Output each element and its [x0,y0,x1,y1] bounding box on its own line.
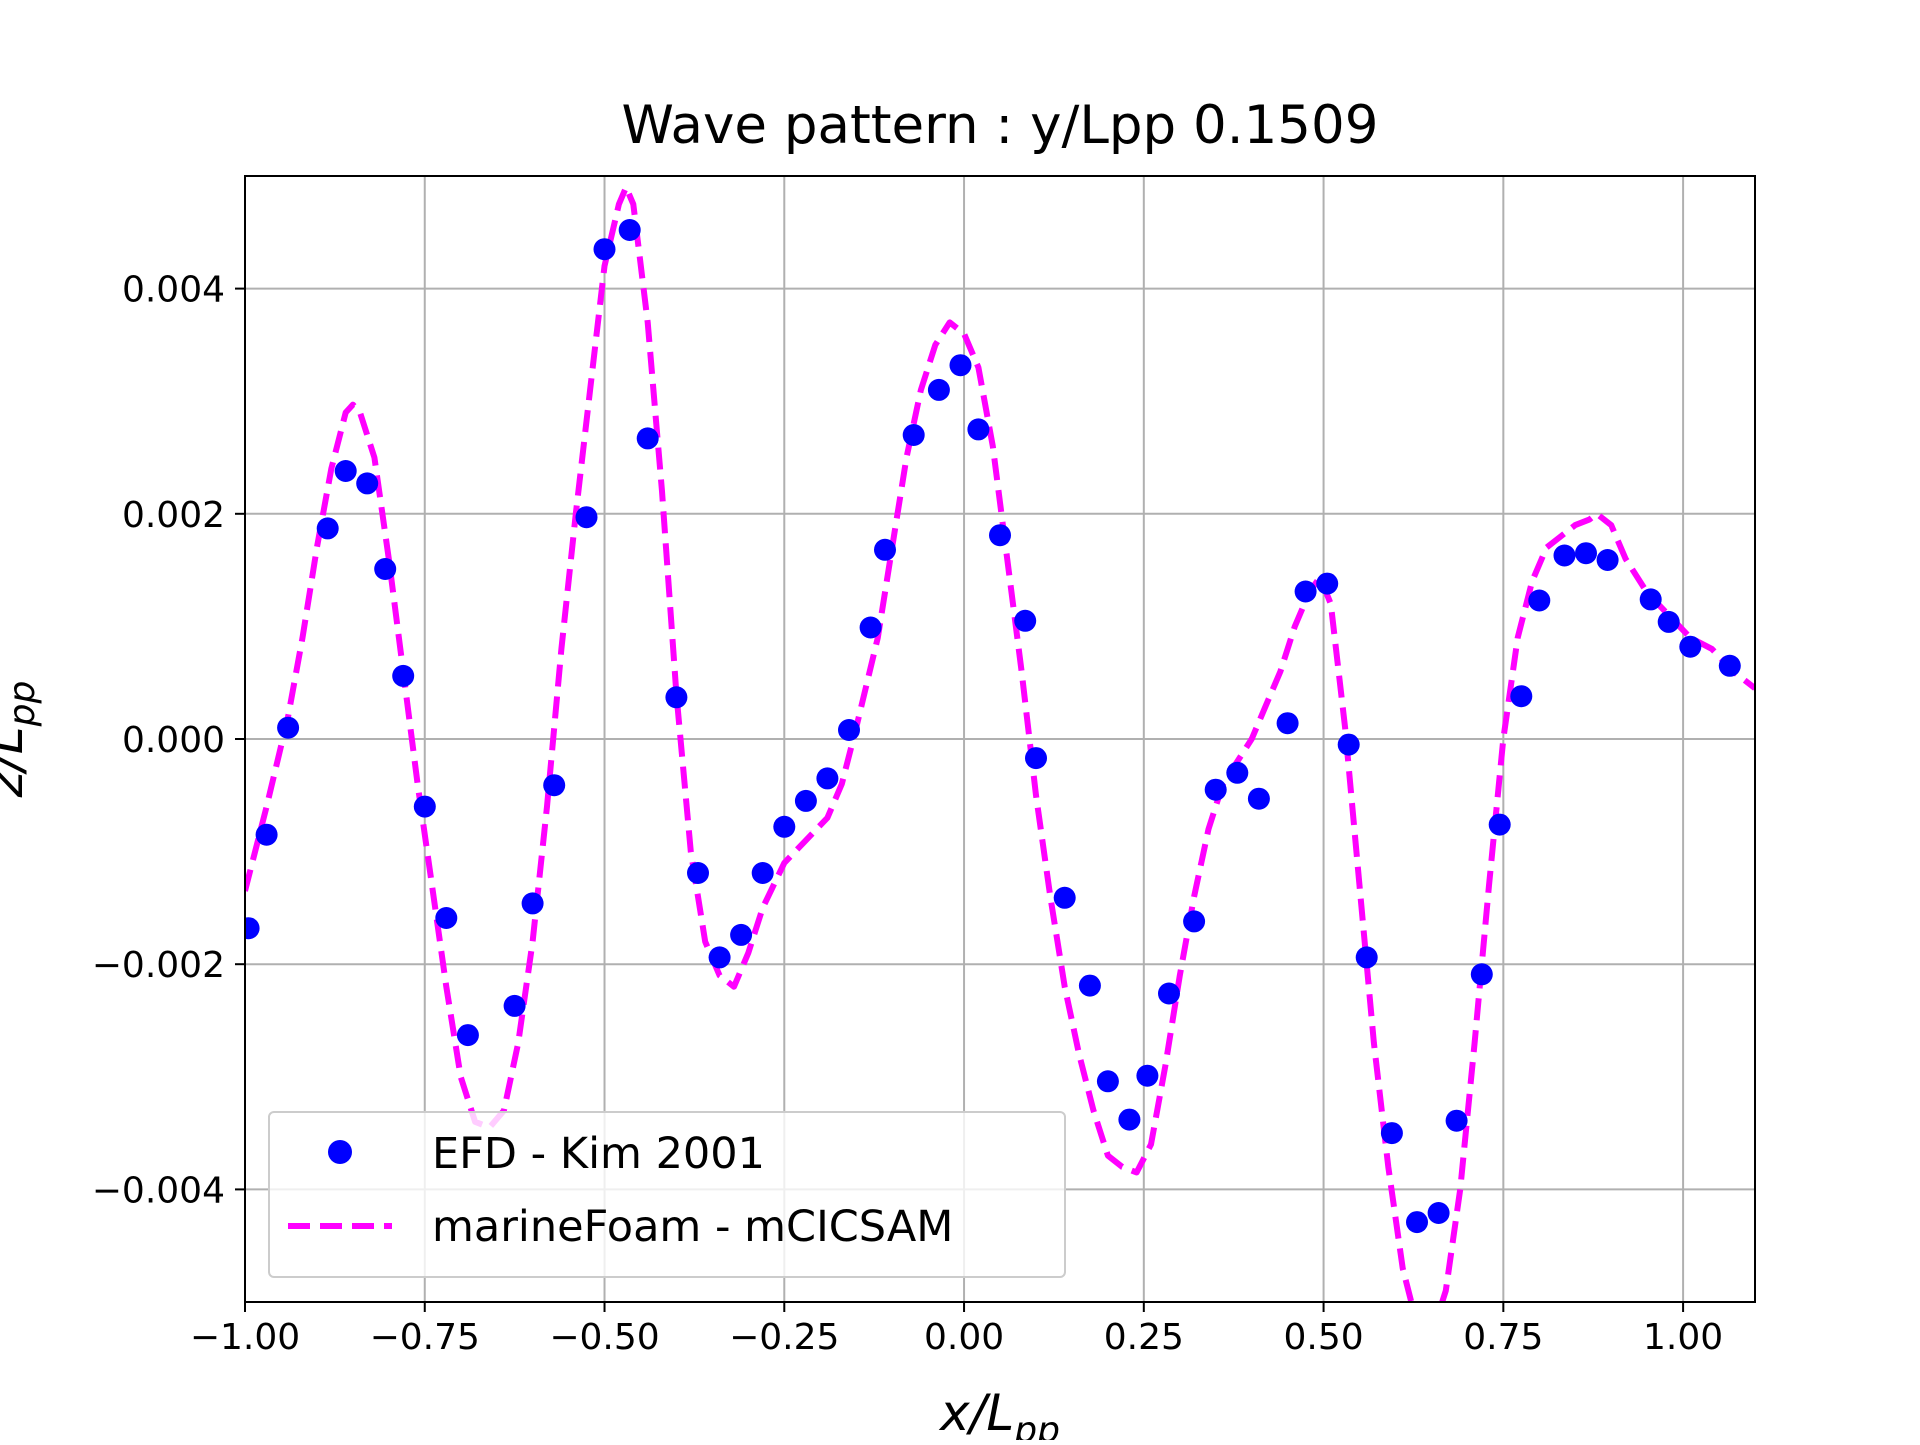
efd-data-point [1158,982,1180,1005]
x-tick-label: 0.75 [1463,1317,1543,1358]
efd-data-point [1718,654,1741,677]
x-axis-label-sub: pp [1013,1410,1060,1440]
efd-data-point [794,789,817,812]
efd-data-point [1078,974,1101,997]
chart-title: Wave pattern : y/Lpp 0.1509 [622,95,1379,156]
efd-data-point [593,238,616,261]
efd-data-point [1247,787,1270,810]
efd-data-point [967,418,990,441]
efd-data-point [1445,1109,1468,1132]
efd-data-point [751,862,774,884]
efd-data-point [245,917,260,940]
efd-data-point [334,460,357,482]
efd-data-point [1596,549,1619,571]
marinefoam-series-line [245,184,1755,1302]
efd-data-point [1337,733,1360,756]
efd-data-point [708,946,731,969]
efd-data-point [1183,910,1206,933]
efd-data-point [435,907,458,929]
efd-data-point [1096,1070,1119,1093]
efd-data-point [1406,1211,1428,1234]
efd-data-point [636,427,659,450]
efd-data-point [773,815,796,838]
efd-data-point [1470,963,1493,986]
efd-data-point [1380,1122,1403,1145]
efd-data-point [1136,1064,1159,1087]
efd-data-point [730,923,753,946]
efd-data-point [277,716,300,739]
y-axis-label: z/Lpp [0,681,43,799]
efd-data-point [949,354,972,377]
x-tick-label: −1.00 [190,1317,300,1358]
efd-data-point [859,616,882,639]
efd-data-point [1276,712,1299,735]
efd-data-point [456,1024,479,1047]
y-tick-label: 0.002 [122,495,225,536]
legend-box [268,1111,1066,1278]
x-tick-label: 0.50 [1283,1317,1363,1358]
efd-data-point [989,524,1011,547]
plot-frame [244,175,1756,1303]
legend: EFD - Kim 2001 marineFoam - mCICSAM [268,1111,1066,1278]
efd-data-point [1294,580,1317,603]
x-tick-label: 1.00 [1643,1317,1723,1358]
x-tick-label: −0.75 [370,1317,480,1358]
efd-data-point [1118,1108,1141,1131]
efd-data-point [356,472,379,495]
efd-data-point [413,795,436,818]
efd-data-point [618,219,641,241]
efd-data-point [1528,589,1551,612]
efd-data-point [687,862,709,884]
efd-data-point [816,767,839,790]
efd-data-point [1575,542,1597,565]
axis-ticks: −1.00 −0.75 −0.50 −0.25 0.00 0.25 0.50 0.75 1.00… [92,270,1723,1358]
series-layer [245,184,1755,1302]
efd-data-point [1639,588,1662,611]
x-tick-label: −0.50 [549,1317,659,1358]
x-tick-label: 0.25 [1104,1317,1184,1358]
y-tick-label: −0.002 [92,945,225,986]
y-axis-label-sub: pp [2,681,43,728]
efd-data-point [255,823,278,846]
efd-data-point [1053,886,1076,909]
efd-data-point [575,506,598,529]
efd-data-point [927,378,950,401]
y-axis-label-main: z/L [0,726,34,798]
efd-data-point [1427,1202,1450,1224]
x-tick-label: 0.00 [924,1317,1004,1358]
efd-data-point [838,719,860,741]
efd-data-point [521,892,544,915]
x-axis-label-main: x/L [938,1384,1014,1440]
x-axis-label: x/Lpp [938,1384,1060,1440]
efd-data-point [902,424,925,446]
efd-data-point [392,664,415,687]
efd-data-point [1014,609,1037,632]
y-tick-label: −0.004 [92,1170,225,1211]
efd-data-point [1025,747,1047,770]
legend-marinefoam-label: marineFoam - mCICSAM [432,1202,953,1252]
efd-data-point [874,538,896,561]
efd-data-point [665,686,688,709]
efd-data-point [316,517,339,540]
legend-efd-label: EFD - Kim 2001 [432,1129,765,1179]
y-tick-label: 0.004 [122,270,225,311]
efd-data-point [1510,685,1533,708]
efd-data-point [543,774,566,797]
efd-data-point [1488,813,1511,836]
efd-data-point [374,558,397,580]
efd-data-point [1316,572,1339,595]
efd-data-point [503,994,526,1017]
efd-data-point [1355,946,1378,969]
efd-data-point [1679,635,1702,658]
efd-data-point [1226,761,1249,784]
y-tick-label: 0.000 [122,720,225,761]
x-tick-label: −0.25 [729,1317,839,1358]
efd-data-point [1553,544,1576,567]
grid [244,176,1755,1302]
efd-data-point [1657,610,1680,633]
efd-data-point [1204,778,1227,801]
legend-efd-marker [328,1140,352,1164]
